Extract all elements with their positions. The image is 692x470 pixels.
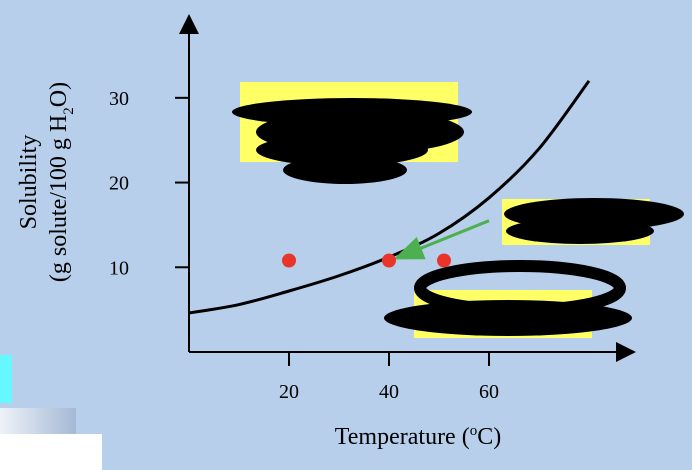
redaction-2 <box>504 198 684 244</box>
redaction-1 <box>232 98 472 184</box>
gradient-bar <box>0 408 76 434</box>
x-tick-label: 60 <box>479 381 499 403</box>
y-axis-title-line2: (g solute/100 g H2O) <box>46 82 77 282</box>
x-tick-label: 40 <box>379 381 399 403</box>
y-tick-label: 30 <box>109 88 129 110</box>
x-tick-label: 20 <box>279 381 299 403</box>
data-point-3 <box>437 253 451 268</box>
data-point-1 <box>282 253 296 268</box>
y-axis-title-line1: Solubility <box>16 135 42 230</box>
redaction-3 <box>384 260 632 336</box>
x-axis-title: Temperature (oC) <box>335 423 501 450</box>
green-arrow <box>393 219 490 260</box>
white-box <box>0 434 102 470</box>
data-point-2 <box>382 253 396 268</box>
y-tick-label: 20 <box>109 173 129 195</box>
cyan-block <box>0 355 12 403</box>
y-tick-label: 10 <box>109 257 129 279</box>
